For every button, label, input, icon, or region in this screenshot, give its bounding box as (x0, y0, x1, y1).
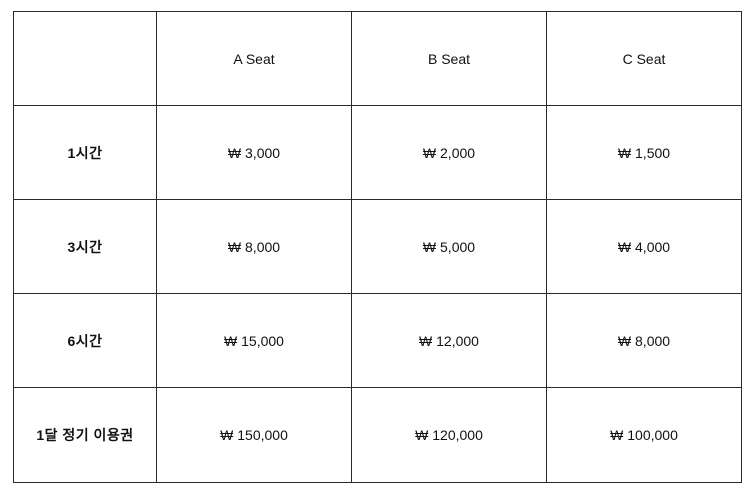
table-row: 3시간 ₩ 8,000 ₩ 5,000 ₩ 4,000 (13, 199, 742, 294)
price-cell: ₩ 150,000 (156, 387, 352, 483)
column-header-a-seat: A Seat (156, 11, 352, 106)
header-row: A Seat B Seat C Seat (13, 11, 742, 106)
row-label: 6시간 (13, 293, 157, 388)
table-row: 1달 정기 이용권 ₩ 150,000 ₩ 120,000 ₩ 100,000 (13, 387, 742, 483)
price-cell: ₩ 4,000 (546, 199, 742, 294)
table-row: 1시간 ₩ 3,000 ₩ 2,000 ₩ 1,500 (13, 105, 742, 200)
price-cell: ₩ 8,000 (546, 293, 742, 388)
price-cell: ₩ 2,000 (351, 105, 547, 200)
price-cell: ₩ 15,000 (156, 293, 352, 388)
column-header-b-seat: B Seat (351, 11, 547, 106)
row-label-text: 1달 정기 이용권 (36, 427, 134, 443)
table-row: 6시간 ₩ 15,000 ₩ 12,000 ₩ 8,000 (13, 293, 742, 388)
price-cell: ₩ 8,000 (156, 199, 352, 294)
price-cell: ₩ 5,000 (351, 199, 547, 294)
price-cell: ₩ 3,000 (156, 105, 352, 200)
price-cell: ₩ 12,000 (351, 293, 547, 388)
row-label: 3시간 (13, 199, 157, 294)
price-cell: ₩ 120,000 (351, 387, 547, 483)
row-label-text: 3시간 (67, 238, 103, 255)
corner-cell (13, 11, 157, 106)
row-label-text: 1시간 (67, 144, 103, 161)
row-label-text: 6시간 (67, 332, 103, 349)
price-table: A Seat B Seat C Seat 1시간 ₩ 3,000 ₩ 2,000… (13, 11, 742, 483)
row-label: 1달 정기 이용권 (13, 387, 157, 483)
row-label: 1시간 (13, 105, 157, 200)
column-header-c-seat: C Seat (546, 11, 742, 106)
price-cell: ₩ 100,000 (546, 387, 742, 483)
price-cell: ₩ 1,500 (546, 105, 742, 200)
